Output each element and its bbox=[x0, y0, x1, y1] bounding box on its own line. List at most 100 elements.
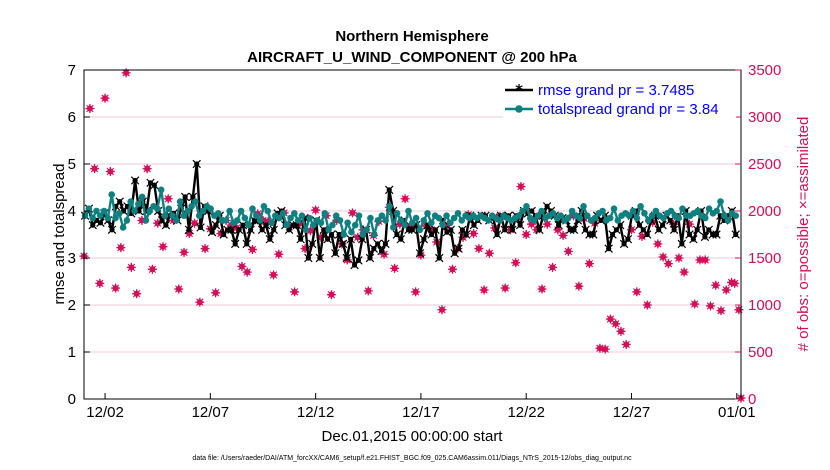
legend-rmse-label: rmse grand pr = 3.7485 bbox=[538, 82, 694, 99]
y-right-tick-label: 2000 bbox=[748, 203, 781, 220]
x-tick-label: 01/01 bbox=[718, 404, 756, 421]
spread-point bbox=[340, 231, 348, 238]
spread-point bbox=[291, 210, 298, 217]
spread-point bbox=[724, 217, 732, 224]
obs-point bbox=[390, 263, 400, 273]
obs-point bbox=[247, 245, 257, 255]
obs-point bbox=[663, 259, 673, 269]
line-series bbox=[80, 159, 740, 270]
obs-point bbox=[721, 285, 731, 295]
obs-point bbox=[448, 264, 458, 274]
obs-point bbox=[548, 262, 558, 272]
obs-point bbox=[734, 305, 744, 315]
spread-point bbox=[131, 207, 138, 215]
spread-point bbox=[104, 214, 112, 222]
spread-point bbox=[713, 207, 721, 215]
obs-point bbox=[511, 258, 521, 268]
rmse-point bbox=[431, 225, 440, 235]
spread-point bbox=[332, 212, 340, 219]
obs-point bbox=[142, 164, 152, 174]
spread-point bbox=[717, 198, 724, 205]
spread-point bbox=[660, 214, 667, 222]
spread-point bbox=[195, 212, 203, 219]
rmse-point bbox=[384, 185, 394, 195]
spread-point bbox=[629, 207, 637, 215]
obs-point bbox=[400, 194, 410, 204]
x-tick-label: 12/27 bbox=[613, 404, 651, 421]
obs-point bbox=[658, 252, 668, 262]
x-tick-label: 12/22 bbox=[507, 404, 545, 421]
y-right-tick-label: 1000 bbox=[748, 297, 781, 314]
obs-point bbox=[111, 283, 121, 293]
spread-point bbox=[138, 193, 146, 201]
spread-point bbox=[336, 217, 344, 224]
rmse-point bbox=[604, 244, 613, 253]
obs-point bbox=[200, 244, 210, 254]
spread-point bbox=[648, 212, 656, 219]
rmse-point bbox=[315, 253, 325, 263]
spread-point bbox=[154, 205, 161, 212]
rmse-point bbox=[319, 225, 328, 235]
spread-point bbox=[241, 214, 249, 222]
spread-point bbox=[359, 231, 367, 238]
spread-point bbox=[348, 228, 355, 236]
rmse-point bbox=[130, 176, 140, 185]
spread-point bbox=[344, 219, 351, 227]
rmse-point bbox=[658, 220, 667, 230]
spread-point bbox=[157, 186, 165, 194]
obs-point bbox=[716, 306, 726, 316]
legend-rmse-marker: * bbox=[515, 81, 523, 99]
spread-point bbox=[705, 205, 713, 212]
spread-point bbox=[386, 203, 393, 210]
rmse-point bbox=[192, 159, 201, 169]
rmse-point bbox=[654, 225, 663, 235]
spread-point bbox=[222, 217, 230, 224]
spread-point bbox=[176, 198, 184, 205]
rmse-point bbox=[461, 230, 471, 239]
obs-point bbox=[85, 104, 95, 114]
rmse-point bbox=[146, 178, 155, 188]
obs-point bbox=[584, 259, 594, 269]
spread-point bbox=[96, 212, 104, 219]
rmse-point bbox=[689, 234, 698, 244]
obs-point bbox=[274, 249, 284, 259]
y-left-tick-label: 7 bbox=[68, 62, 76, 79]
rmse-point bbox=[346, 234, 355, 244]
spread-point bbox=[226, 207, 233, 215]
rmse-point bbox=[669, 225, 679, 235]
obs-point bbox=[653, 239, 663, 249]
spread-point bbox=[115, 210, 123, 217]
legend: * rmse grand pr = 3.7485 totalspread gra… bbox=[503, 78, 736, 120]
chart-title-line2: AIRCRAFT_U_WIND_COMPONENT @ 200 hPa bbox=[247, 49, 577, 66]
spread-point bbox=[694, 207, 701, 215]
rmse-point bbox=[373, 239, 382, 249]
spread-point bbox=[321, 210, 329, 217]
spread-point bbox=[644, 217, 652, 224]
obs-point bbox=[326, 290, 336, 300]
rmse-point bbox=[184, 225, 194, 235]
obs-point bbox=[479, 285, 489, 295]
spread-point bbox=[169, 212, 176, 219]
obs-point bbox=[347, 208, 357, 218]
rmse-point bbox=[693, 225, 702, 235]
spread-point bbox=[192, 198, 199, 205]
obs-point bbox=[558, 230, 568, 240]
rmse-point bbox=[677, 239, 687, 249]
spread-point bbox=[294, 217, 302, 224]
y-left-tick-label: 0 bbox=[68, 391, 76, 408]
x-axis-label: Dec.01,2015 00:00:00 start bbox=[322, 428, 504, 445]
spread-point bbox=[450, 214, 458, 222]
rmse-point bbox=[685, 230, 694, 239]
rmse-point bbox=[161, 220, 171, 230]
obs-point bbox=[537, 284, 547, 294]
spread-point bbox=[85, 205, 93, 212]
spread-point bbox=[317, 219, 325, 227]
spread-point bbox=[633, 214, 641, 222]
spread-point bbox=[454, 210, 462, 217]
obs-point bbox=[163, 194, 173, 204]
obs-point bbox=[121, 68, 131, 78]
rmse-point bbox=[569, 225, 579, 235]
rmse-point bbox=[492, 230, 502, 239]
spread-point bbox=[625, 212, 633, 219]
spread-point bbox=[363, 226, 370, 234]
